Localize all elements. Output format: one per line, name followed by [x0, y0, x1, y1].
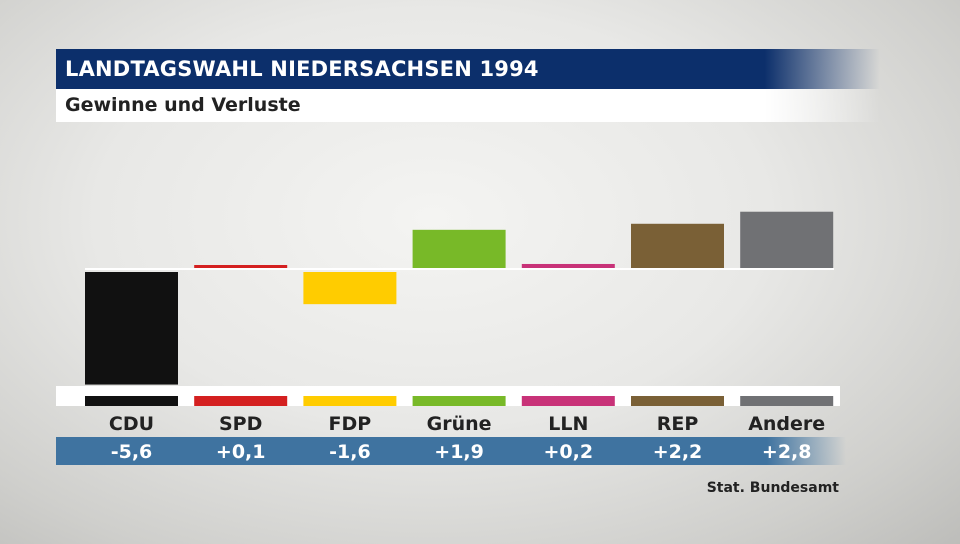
chart-subtitle: Gewinne und Verluste [56, 89, 880, 122]
color-strip-fdp [303, 396, 397, 406]
color-strip-grüne [412, 396, 506, 406]
bar-grüne [412, 229, 506, 268]
value-label: +0,1 [216, 441, 266, 463]
category-label: FDP [329, 413, 372, 435]
value-label: +2,8 [762, 441, 812, 463]
color-strip-cdu [85, 396, 178, 406]
bar-lln [521, 263, 615, 268]
category-label: SPD [219, 413, 262, 435]
color-strip-rep [631, 396, 724, 406]
bar-cdu [85, 272, 178, 385]
bar-rep [631, 223, 724, 268]
value-band [56, 437, 846, 465]
color-strip-lln [521, 396, 615, 406]
value-label: +0,2 [544, 441, 594, 463]
category-label: REP [657, 413, 699, 435]
color-strip-andere [740, 396, 834, 406]
category-label: CDU [109, 413, 154, 435]
value-label: -1,6 [329, 441, 371, 463]
source-label: Stat. Bundesamt [706, 480, 839, 496]
bar-andere [740, 211, 834, 268]
value-label: -5,6 [111, 441, 153, 463]
category-label: LLN [548, 413, 588, 435]
value-label: +2,2 [653, 441, 703, 463]
bar-fdp [303, 272, 397, 305]
category-label: Andere [748, 413, 825, 435]
chart-title: LANDTAGSWAHL NIEDERSACHSEN 1994 [56, 49, 880, 89]
category-label: Grüne [427, 413, 492, 435]
color-strip-spd [194, 396, 288, 406]
bar-spd [194, 265, 288, 268]
value-label: +1,9 [434, 441, 484, 463]
